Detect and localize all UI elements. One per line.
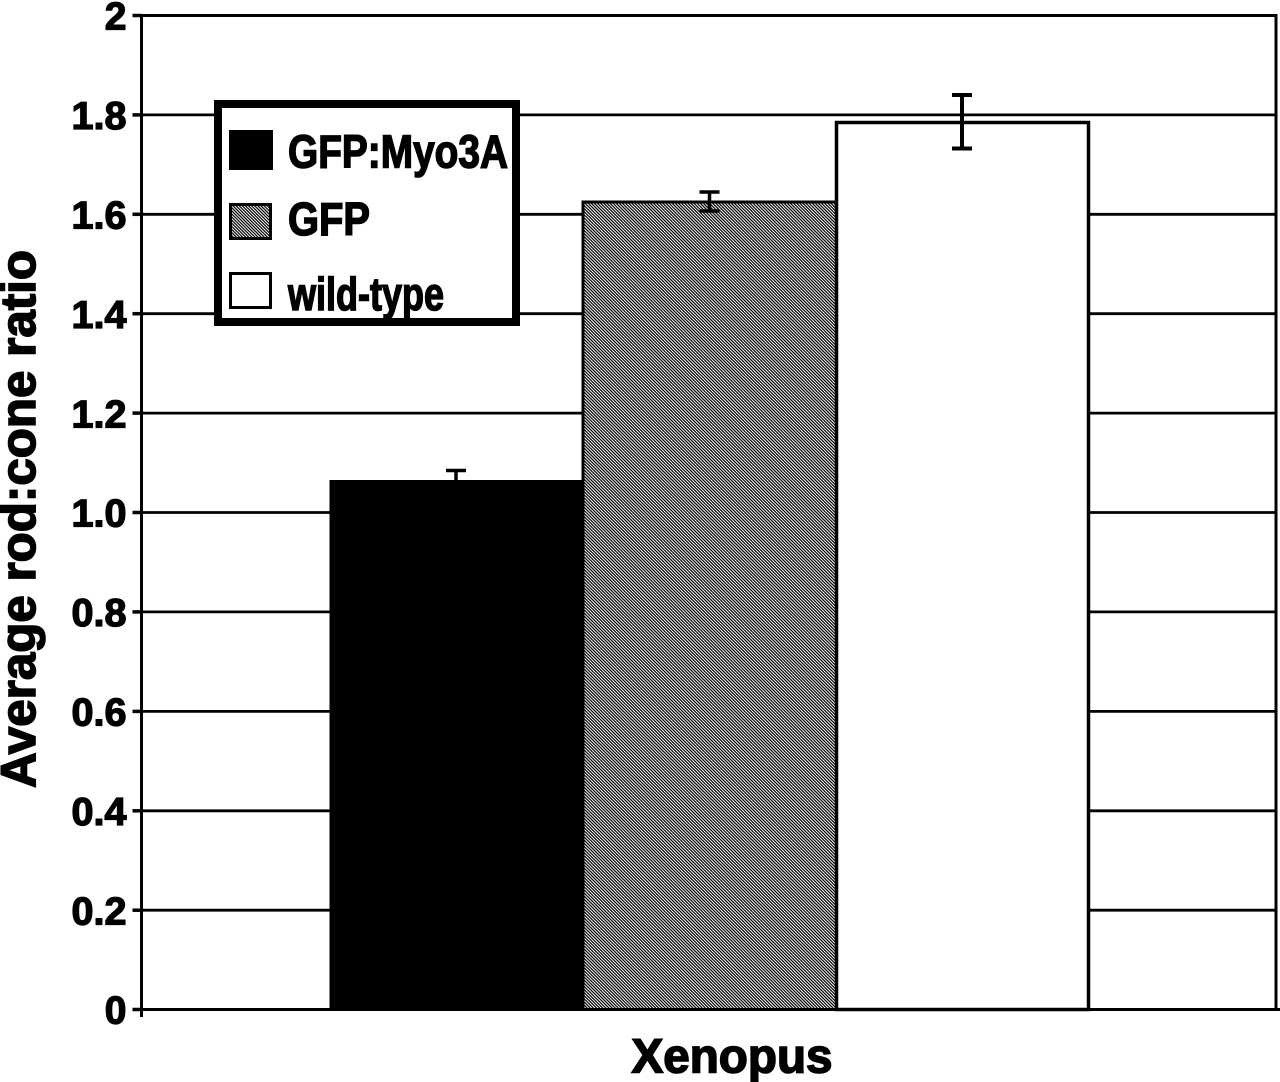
svg-text:2: 2	[105, 0, 127, 39]
svg-text:Average rod:cone ratio: Average rod:cone ratio	[0, 250, 46, 788]
svg-text:0.8: 0.8	[72, 592, 127, 635]
svg-text:0: 0	[105, 990, 127, 1033]
svg-text:0.4: 0.4	[72, 791, 127, 834]
svg-text:1.0: 1.0	[72, 493, 127, 536]
svg-text:1.8: 1.8	[72, 95, 127, 138]
svg-text:1.6: 1.6	[72, 195, 127, 238]
svg-text:GFP: GFP	[288, 193, 370, 245]
svg-text:0.2: 0.2	[72, 890, 127, 933]
svg-text:wild-type: wild-type	[287, 268, 444, 320]
svg-text:1.4: 1.4	[72, 294, 127, 337]
svg-text:Xenopus: Xenopus	[632, 1031, 833, 1082]
svg-text:GFP:Myo3A: GFP:Myo3A	[288, 126, 508, 178]
svg-text:1.2: 1.2	[72, 393, 127, 436]
svg-text:0.6: 0.6	[72, 692, 127, 735]
